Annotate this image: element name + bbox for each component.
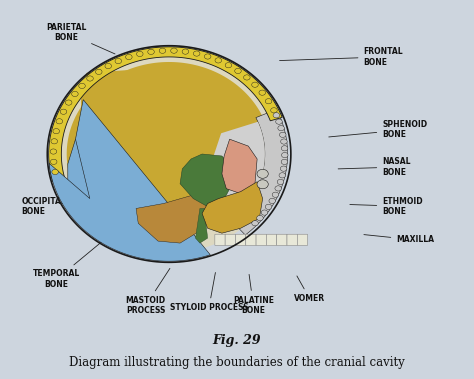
Circle shape [72,91,78,97]
Polygon shape [59,55,279,253]
Circle shape [50,149,57,154]
Circle shape [282,152,288,158]
Circle shape [280,132,286,138]
Circle shape [87,76,93,81]
Text: VOMER: VOMER [294,276,325,303]
Circle shape [261,210,268,215]
Polygon shape [136,169,215,243]
Text: MASTOID
PROCESS: MASTOID PROCESS [126,268,170,315]
FancyBboxPatch shape [215,234,225,246]
Circle shape [65,100,72,105]
Circle shape [252,221,258,226]
Circle shape [244,75,250,80]
Circle shape [275,186,282,191]
Circle shape [265,99,272,104]
Circle shape [159,48,166,53]
Circle shape [215,58,221,63]
Circle shape [204,54,211,59]
Text: SPHENOID
BONE: SPHENOID BONE [329,120,428,139]
Circle shape [279,173,285,178]
Circle shape [269,198,275,204]
Circle shape [273,113,280,118]
Circle shape [115,58,121,64]
Circle shape [137,51,143,56]
Circle shape [51,139,57,144]
Circle shape [257,180,268,189]
Circle shape [280,166,287,171]
Circle shape [276,119,282,124]
FancyBboxPatch shape [236,234,246,246]
Circle shape [259,90,265,95]
Circle shape [105,63,111,69]
Circle shape [95,69,102,75]
FancyBboxPatch shape [266,234,277,246]
Polygon shape [81,67,224,208]
Circle shape [281,139,287,144]
Circle shape [182,49,189,54]
FancyBboxPatch shape [297,234,308,246]
Circle shape [257,215,263,221]
Text: PALATINE
BONE: PALATINE BONE [233,274,274,315]
Text: Diagram illustrating the boundaries of the cranial cavity: Diagram illustrating the boundaries of t… [69,356,405,368]
Circle shape [79,83,85,88]
Polygon shape [67,62,265,224]
Circle shape [278,125,284,131]
Circle shape [60,109,67,114]
Text: NASAL
BONE: NASAL BONE [338,157,410,177]
FancyBboxPatch shape [256,234,266,246]
Polygon shape [49,47,282,182]
FancyBboxPatch shape [287,234,297,246]
Text: TEMPORAL
BONE: TEMPORAL BONE [33,230,115,289]
Polygon shape [180,154,233,208]
Circle shape [171,48,177,53]
Text: ETHMOID
BONE: ETHMOID BONE [350,197,423,216]
Circle shape [126,55,132,60]
Circle shape [193,51,200,56]
Circle shape [265,204,272,210]
Circle shape [235,68,241,74]
Circle shape [272,192,279,197]
Circle shape [281,159,288,164]
Text: Fig. 29: Fig. 29 [213,334,261,347]
Text: FRONTAL
BONE: FRONTAL BONE [280,47,403,67]
Text: PARIETAL
BONE: PARIETAL BONE [46,23,115,54]
Circle shape [53,128,60,134]
Text: MAXILLA: MAXILLA [364,235,434,244]
Circle shape [56,119,63,124]
Polygon shape [195,208,208,243]
Circle shape [225,63,232,68]
Polygon shape [68,139,130,228]
FancyBboxPatch shape [225,234,236,246]
Circle shape [282,146,288,151]
Circle shape [257,169,268,178]
Text: STYLOID PROCESS: STYLOID PROCESS [170,273,248,312]
Polygon shape [222,139,257,194]
FancyBboxPatch shape [246,234,256,246]
Polygon shape [231,110,288,235]
Circle shape [50,159,57,164]
Polygon shape [202,122,265,215]
Circle shape [277,179,284,185]
Circle shape [271,108,277,113]
Circle shape [252,82,258,87]
Circle shape [148,49,155,55]
Circle shape [52,169,58,175]
Text: OCCIPITAL
BONE: OCCIPITAL BONE [21,191,73,216]
Polygon shape [202,182,263,233]
FancyBboxPatch shape [277,234,287,246]
Polygon shape [49,100,210,261]
